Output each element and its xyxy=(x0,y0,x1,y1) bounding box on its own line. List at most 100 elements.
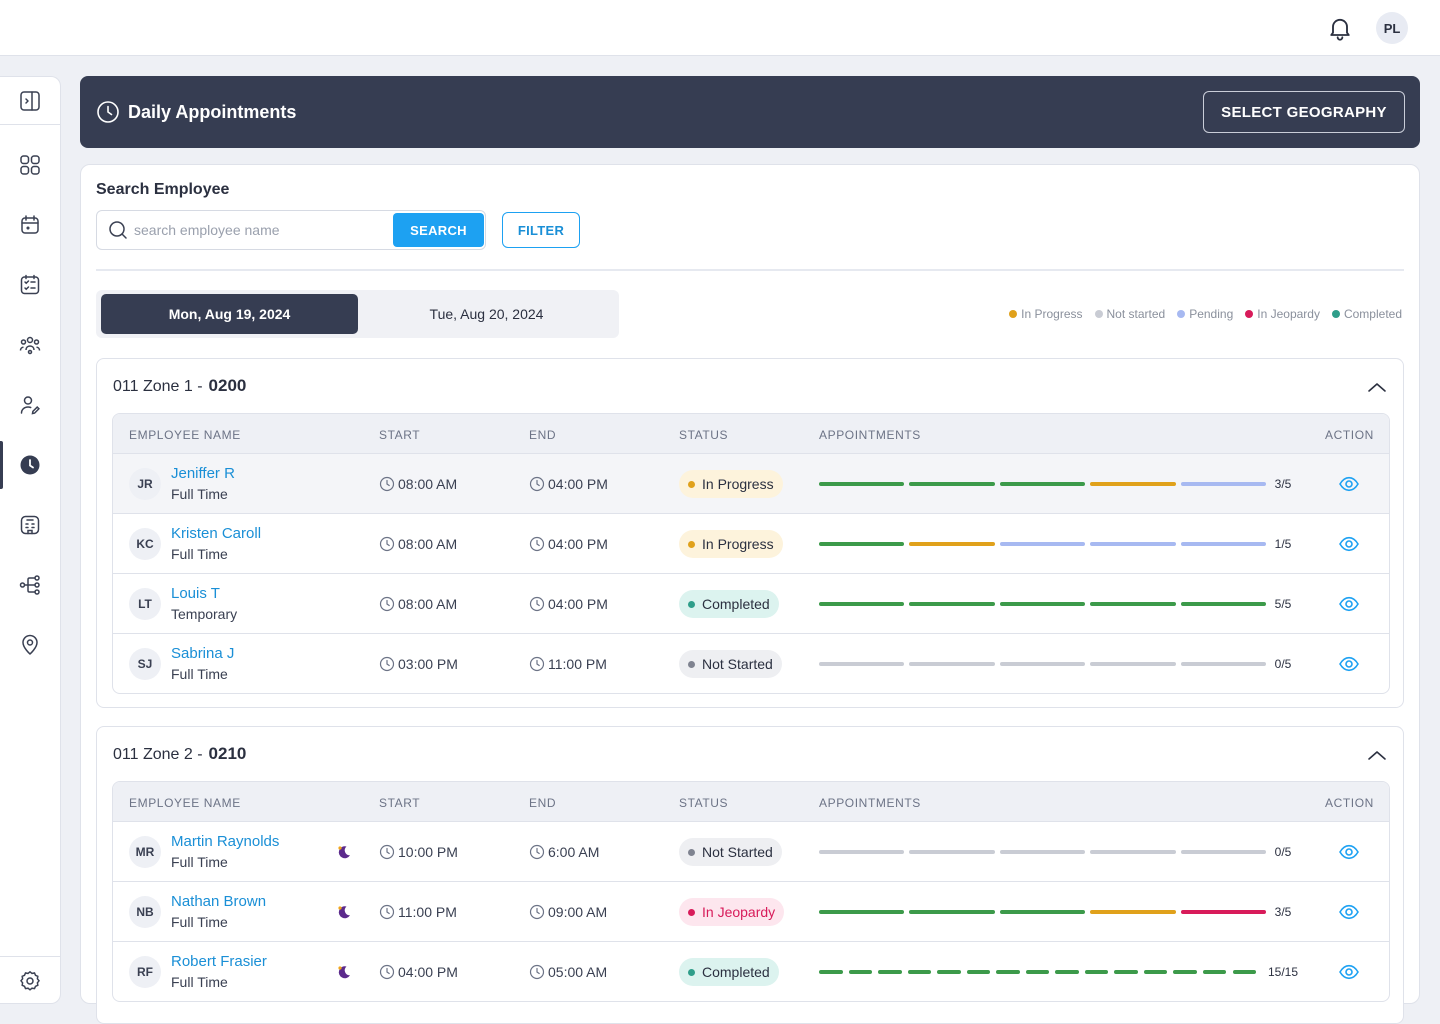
appointment-segment xyxy=(909,542,995,546)
employee-name-link[interactable]: Louis T xyxy=(171,585,220,602)
start-time: 03:00 PM xyxy=(379,655,458,673)
table-header: EMPLOYEE NAME START END STATUS APPOINTMENTS A… xyxy=(113,414,1389,454)
clock-icon xyxy=(379,844,395,860)
avatar: LT xyxy=(129,588,161,620)
checklist-icon[interactable] xyxy=(0,261,60,309)
appointment-segment xyxy=(909,662,995,666)
tab-date-mon[interactable]: Mon, Aug 19, 2024 xyxy=(101,294,358,334)
clock-icon xyxy=(379,596,395,612)
filter-button[interactable]: FILTER xyxy=(502,212,580,248)
appointment-segment xyxy=(966,970,991,974)
appointment-segment xyxy=(1084,970,1109,974)
zone-code: 0200 xyxy=(208,376,247,395)
team-icon[interactable] xyxy=(0,321,60,369)
view-eye-icon[interactable] xyxy=(1338,961,1360,983)
tab-date-tue[interactable]: Tue, Aug 20, 2024 xyxy=(429,306,544,322)
status-badge: Completed xyxy=(679,958,779,986)
status-badge: Completed xyxy=(679,590,779,618)
appointment-segment xyxy=(909,850,995,854)
appointment-segment xyxy=(999,850,1086,854)
clock-icon xyxy=(529,904,545,920)
clock-icon xyxy=(529,596,545,612)
view-eye-icon[interactable] xyxy=(1338,901,1360,923)
location-pin-icon[interactable] xyxy=(0,621,60,669)
view-eye-icon[interactable] xyxy=(1338,533,1360,555)
user-edit-icon[interactable] xyxy=(0,381,60,429)
top-bar: PL xyxy=(0,0,1440,56)
zone-name: 011 Zone 2 - xyxy=(113,746,203,763)
col-appointments: APPOINTMENTS xyxy=(819,428,921,442)
table-row[interactable]: SJ Sabrina J Full Time 03:00 PM 11:00 PM Not … xyxy=(113,634,1389,693)
employee-name-link[interactable]: Martin Raynolds xyxy=(171,833,280,850)
zone-section: 011 Zone 1 - 0200 EMPLOYEE NAME START END STA… xyxy=(96,358,1404,708)
appointment-segment xyxy=(999,482,1086,486)
collapse-panel-icon[interactable] xyxy=(0,77,60,125)
employee-table: EMPLOYEE NAME START END STATUS APPOINTMENTS A… xyxy=(112,413,1390,694)
employee-name-link[interactable]: Robert Frasier xyxy=(171,953,267,970)
table-row[interactable]: NB Nathan Brown Full Time 11:00 PM 09:00 AM I… xyxy=(113,882,1389,942)
view-eye-icon[interactable] xyxy=(1338,593,1360,615)
building-icon[interactable] xyxy=(0,501,60,549)
calendar-icon[interactable] xyxy=(0,201,60,249)
col-action: ACTION xyxy=(1325,796,1374,810)
table-row[interactable]: KC Kristen Caroll Full Time 08:00 AM 04:00 P… xyxy=(113,514,1389,574)
end-time: 04:00 PM xyxy=(529,535,608,553)
sidebar-divider xyxy=(0,124,60,125)
avatar: SJ xyxy=(129,648,161,680)
end-time: 04:00 PM xyxy=(529,475,608,493)
legend-in-jeopardy: In Jeopardy xyxy=(1245,307,1320,321)
employee-name-link[interactable]: Kristen Caroll xyxy=(171,525,262,542)
chevron-up-icon[interactable] xyxy=(1365,375,1389,399)
end-time: 6:00 AM xyxy=(529,843,599,861)
appointment-segment xyxy=(819,602,905,606)
col-action: ACTION xyxy=(1325,428,1374,442)
sidebar xyxy=(0,76,61,1004)
legend-completed: Completed xyxy=(1331,307,1402,321)
appointment-segment xyxy=(1232,970,1256,974)
table-row[interactable]: LT Louis T Temporary 08:00 AM 04:00 PM Comple… xyxy=(113,574,1389,634)
appointment-segment xyxy=(996,970,1020,974)
col-end: END xyxy=(529,428,557,442)
search-button[interactable]: SEARCH xyxy=(393,213,484,247)
user-avatar[interactable]: PL xyxy=(1376,12,1408,44)
employee-name-link[interactable]: Sabrina J xyxy=(171,645,235,662)
table-row[interactable]: MR Martin Raynolds Full Time 10:00 PM 6:00 A… xyxy=(113,822,1389,882)
view-eye-icon[interactable] xyxy=(1338,841,1360,863)
select-geography-button[interactable]: SELECT GEOGRAPHY xyxy=(1203,91,1405,133)
end-time: 09:00 AM xyxy=(529,903,607,921)
appointment-segment xyxy=(1180,850,1266,854)
appointment-segment xyxy=(1090,602,1176,606)
employee-type: Full Time xyxy=(171,546,228,562)
col-employee-name: EMPLOYEE NAME xyxy=(129,796,241,810)
col-status: STATUS xyxy=(679,428,729,442)
table-row[interactable]: RF Robert Frasier Full Time 04:00 PM 05:00 A… xyxy=(113,942,1389,1001)
clock-icon xyxy=(529,536,545,552)
status-badge: In Progress xyxy=(679,470,783,498)
dashboard-grid-icon[interactable] xyxy=(0,141,60,189)
zone-section: 011 Zone 2 - 0210 EMPLOYEE NAME START END STA… xyxy=(96,726,1404,1024)
clock-icon xyxy=(379,904,395,920)
clock-icon xyxy=(529,964,545,980)
view-eye-icon[interactable] xyxy=(1338,473,1360,495)
view-eye-icon[interactable] xyxy=(1338,653,1360,675)
employee-name-link[interactable]: Jeniffer R xyxy=(171,465,235,482)
status-badge: Not Started xyxy=(679,838,782,866)
employee-name-link[interactable]: Nathan Brown xyxy=(171,893,267,910)
workflow-icon[interactable] xyxy=(0,561,60,609)
settings-gear-icon[interactable] xyxy=(0,957,60,1005)
bell-icon[interactable] xyxy=(1326,14,1354,42)
search-icon xyxy=(108,220,128,240)
clock-icon[interactable] xyxy=(0,441,60,489)
table-row[interactable]: JR Jeniffer R Full Time 08:00 AM 04:00 PM In … xyxy=(113,454,1389,514)
clock-icon xyxy=(379,476,395,492)
chevron-up-icon[interactable] xyxy=(1365,743,1389,767)
col-start: START xyxy=(379,796,421,810)
clock-icon xyxy=(96,100,120,124)
appointment-segment xyxy=(1180,482,1266,486)
appointment-segment xyxy=(909,910,995,914)
appointment-count: 0/5 xyxy=(1274,657,1292,671)
appointment-segment xyxy=(819,850,905,854)
employee-type: Temporary xyxy=(171,606,238,622)
appointment-segment xyxy=(909,482,995,486)
col-end: END xyxy=(529,796,557,810)
